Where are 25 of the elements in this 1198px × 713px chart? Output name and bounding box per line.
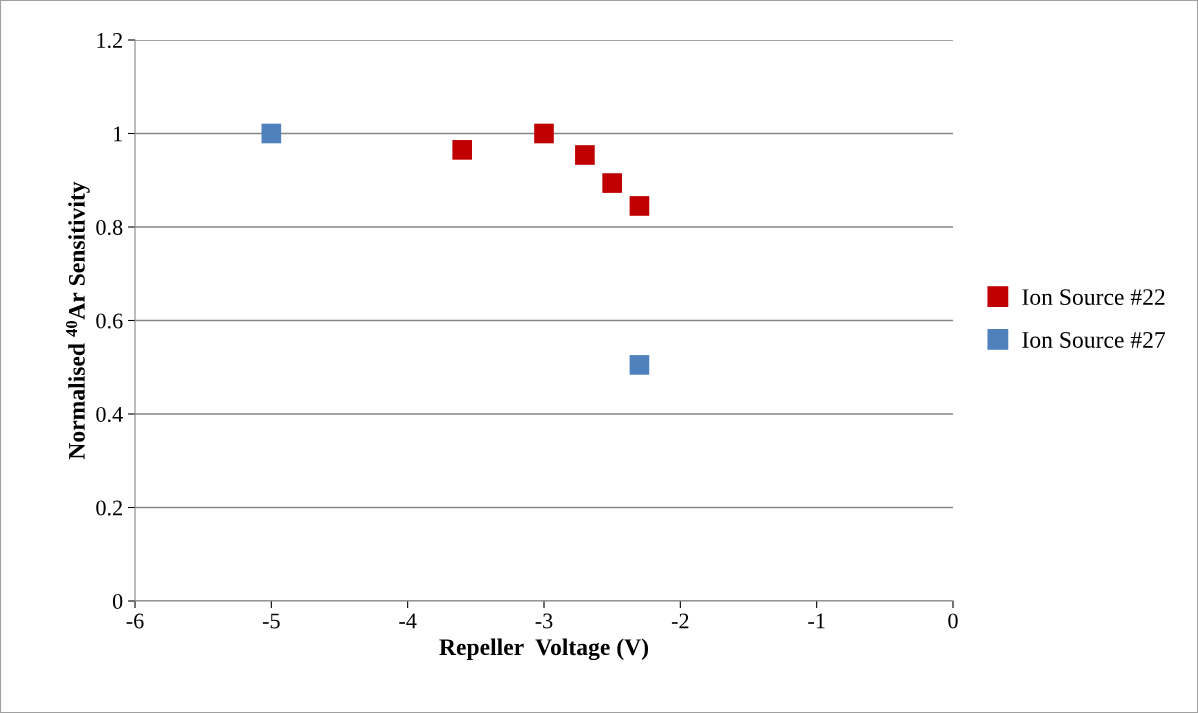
point [261,123,282,144]
y-tick-label: 0.8 [96,219,123,236]
point [629,355,650,375]
y-tick-label: 0.4 [96,406,123,423]
point [575,145,595,165]
y-axis-title: Normalised $^{40}$Ar Sensitivity [66,181,90,460]
legend-label: Ion Source #22 [1022,289,1165,306]
x-tick-label: -6 [126,613,144,629]
point [629,196,650,216]
y-tick-label: 1 [114,126,122,142]
x-tick-label: 0 [948,613,958,629]
x-axis-title: Repeller Voltage (V) [439,638,649,661]
point [452,140,473,160]
y-tick-label: 0 [112,593,123,609]
x-tick-label: -1 [808,613,825,629]
point [534,123,554,144]
x-tick-label: -2 [671,613,689,629]
y-tick-label: 1.2 [97,32,122,49]
y-tick-label: 0.6 [96,313,123,329]
x-tick-label: -4 [399,613,417,629]
x-tick-label: -5 [262,613,280,629]
x-tick-label: -3 [535,613,553,629]
y-tick-label: 0.2 [96,500,122,516]
point [602,173,622,193]
legend-label: Ion Source #27 [1022,332,1166,348]
